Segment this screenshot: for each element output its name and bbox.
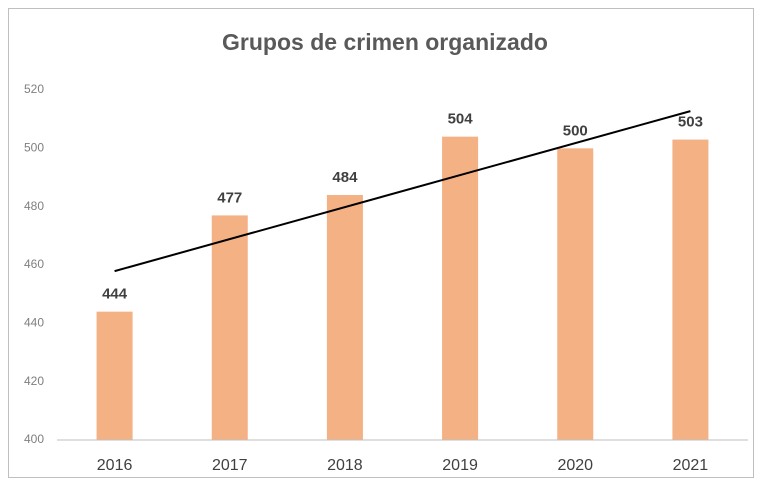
bar — [96, 311, 133, 440]
y-tick-label: 400 — [24, 432, 44, 446]
bar — [442, 136, 479, 440]
bar — [557, 148, 594, 441]
x-tick-label: 2016 — [97, 457, 133, 474]
data-label: 477 — [217, 189, 242, 206]
data-label: 444 — [102, 286, 128, 303]
y-tick-label: 480 — [24, 199, 44, 213]
data-label: 503 — [678, 114, 703, 131]
y-tick-label: 440 — [24, 316, 44, 330]
x-tick-label: 2017 — [212, 457, 248, 474]
x-tick-label: 2018 — [327, 457, 363, 474]
bar — [326, 195, 363, 440]
data-label: 484 — [332, 169, 358, 186]
trendline — [114, 110, 691, 273]
y-tick-label: 460 — [24, 257, 44, 271]
x-tick-label: 2019 — [442, 457, 478, 474]
data-label: 504 — [448, 111, 474, 128]
chart-title: Grupos de crimen organizado — [222, 29, 548, 55]
y-tick-label: 420 — [24, 374, 44, 388]
x-tick-label: 2020 — [557, 457, 593, 474]
data-label: 500 — [563, 122, 588, 139]
bar — [211, 215, 248, 440]
y-tick-label: 500 — [24, 141, 44, 155]
x-tick-label: 2021 — [673, 457, 709, 474]
bar — [672, 139, 709, 441]
y-tick-label: 520 — [24, 82, 44, 96]
chart-frame — [8, 8, 754, 478]
